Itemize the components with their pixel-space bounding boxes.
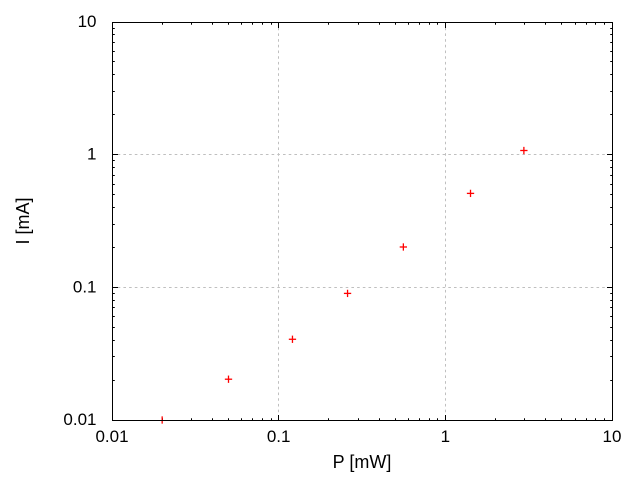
svg-text:0.01: 0.01 [63,410,96,429]
svg-text:I [mA]: I [mA] [13,197,33,244]
svg-text:0.1: 0.1 [267,427,291,446]
svg-text:0.1: 0.1 [73,277,97,296]
svg-text:10: 10 [603,427,622,446]
svg-text:1: 1 [87,145,96,164]
svg-text:0.01: 0.01 [95,427,128,446]
svg-text:1: 1 [441,427,450,446]
svg-text:10: 10 [78,12,97,31]
svg-text:P [mW]: P [mW] [333,452,392,472]
